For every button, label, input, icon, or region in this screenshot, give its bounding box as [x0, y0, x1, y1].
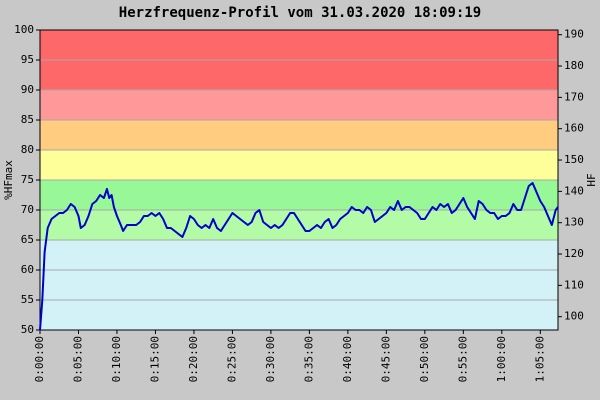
y-tick-label: 70 — [21, 203, 34, 216]
x-tick-label: 0:00:00 — [33, 336, 46, 382]
y-tick-label: 95 — [21, 53, 34, 66]
x-tick-label: 0:30:00 — [264, 336, 277, 382]
x-tick-label: 0:20:00 — [187, 336, 200, 382]
y2-axis-label: HF — [585, 173, 598, 186]
y-tick-label: 50 — [21, 323, 34, 336]
y2-tick-label: 170 — [564, 90, 584, 103]
x-tick-label: 0:35:00 — [302, 336, 315, 382]
x-tick-label: 0:45:00 — [379, 336, 392, 382]
y2-tick-label: 180 — [564, 59, 584, 72]
y-tick-label: 80 — [21, 143, 34, 156]
y-tick-label: 65 — [21, 233, 34, 246]
x-tick-label: 0:40:00 — [341, 336, 354, 382]
y-tick-label: 60 — [21, 263, 34, 276]
y-tick-label: 90 — [21, 83, 34, 96]
y2-tick-label: 150 — [564, 153, 584, 166]
zone-band — [40, 240, 558, 330]
y-tick-label: 55 — [21, 293, 34, 306]
zone-band — [40, 120, 558, 150]
zone-band — [40, 210, 558, 240]
x-tick-label: 0:55:00 — [456, 336, 469, 382]
y-axis-label: %HFmax — [2, 160, 15, 200]
y2-tick-label: 130 — [564, 216, 584, 229]
plot-frame — [39, 29, 559, 331]
x-tick-label: 1:00:00 — [495, 336, 508, 382]
zone-band — [40, 180, 558, 210]
zone-band — [40, 150, 558, 180]
x-tick-label: 1:05:00 — [533, 336, 546, 382]
y2-tick-label: 110 — [564, 278, 584, 291]
y2-tick-label: 100 — [564, 310, 584, 323]
x-tick-label: 0:50:00 — [418, 336, 431, 382]
y-tick-label: 75 — [21, 173, 34, 186]
x-tick-label: 0:25:00 — [225, 336, 238, 382]
y2-tick-label: 120 — [564, 247, 584, 260]
zone-band — [40, 90, 558, 120]
y2-tick-label: 140 — [564, 184, 584, 197]
y2-tick-label: 190 — [564, 28, 584, 41]
chart-title: Herzfrequenz-Profil vom 31.03.2020 18:09… — [119, 5, 481, 21]
y-tick-label: 85 — [21, 113, 34, 126]
y-tick-label: 100 — [14, 23, 34, 36]
x-tick-label: 0:15:00 — [148, 336, 161, 382]
x-tick-label: 0:05:00 — [71, 336, 84, 382]
y2-tick-label: 160 — [564, 122, 584, 135]
heart-rate-line — [39, 182, 559, 331]
x-tick-label: 0:10:00 — [110, 336, 123, 382]
